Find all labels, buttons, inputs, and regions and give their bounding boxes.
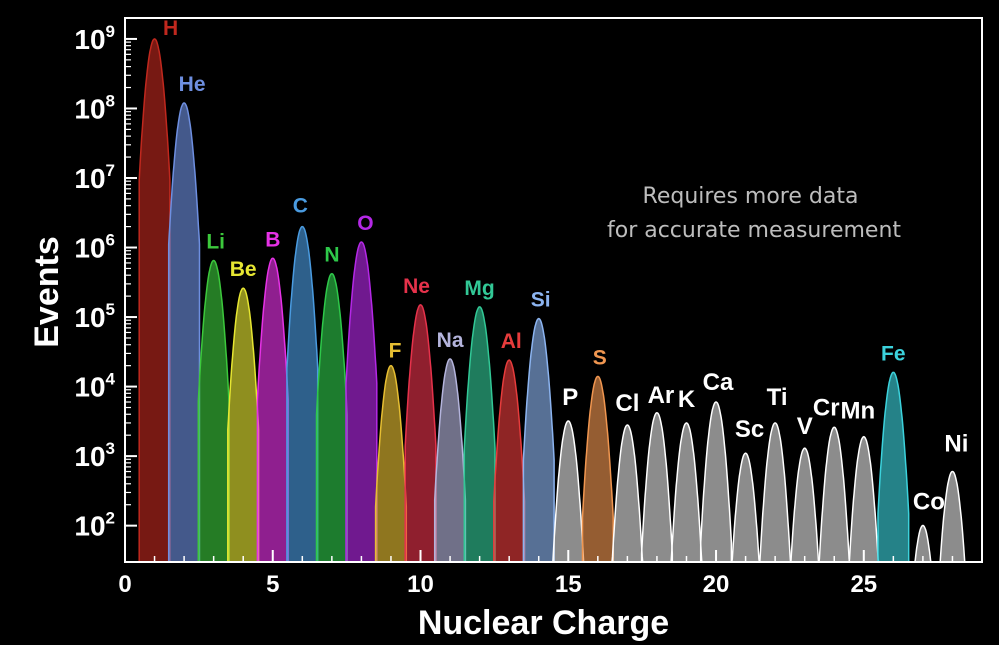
peak-c [286, 225, 319, 563]
x-axis-title: Nuclear Charge [418, 604, 669, 642]
peak-label-mg: Mg [464, 277, 494, 300]
peak-ti [758, 422, 792, 563]
x-axis: 0 5 10 15 20 25 [118, 550, 954, 598]
peak-p [552, 420, 585, 563]
peak-ar [640, 412, 674, 563]
peak-b [256, 257, 289, 563]
peak-si [522, 317, 555, 563]
peak-be [227, 287, 260, 563]
x-tick-label: 25 [850, 571, 877, 598]
y-tick-label: 109 [74, 22, 115, 55]
y-tick-label: 103 [74, 439, 115, 472]
peak-label-v: V [797, 413, 813, 440]
peak-o [345, 241, 378, 563]
peak-h [138, 38, 171, 563]
peak-label-ni: Ni [944, 431, 968, 458]
peak-label-c: C [293, 195, 308, 218]
peak-label-cr: Cr [813, 394, 840, 421]
peak-li [197, 259, 230, 563]
annotation-line-1: Requires more data [643, 184, 859, 209]
peak-label-al: Al [501, 330, 522, 353]
peak-label-n: N [324, 244, 339, 267]
peak-label-be: Be [230, 258, 257, 281]
peak-label-he: He [179, 73, 206, 96]
peak-label-co: Co [913, 489, 945, 516]
peak-k [670, 422, 703, 563]
y-tick-label: 102 [74, 509, 115, 542]
peak-ni [937, 470, 968, 563]
peak-na [433, 358, 467, 563]
peak-label-sc: Sc [735, 416, 764, 443]
peak-label-na: Na [437, 329, 464, 352]
peak-label-f: F [389, 340, 402, 363]
peak-n [315, 272, 348, 563]
peak-label-s: S [593, 346, 607, 369]
peak-label-h: H [163, 17, 178, 40]
peak-cr [818, 426, 851, 563]
peak-label-mn: Mn [840, 398, 875, 425]
y-tick-label: 108 [74, 91, 115, 124]
peak-mg [463, 306, 496, 563]
peak-label-b: B [265, 228, 280, 251]
y-tick-label: 105 [74, 300, 115, 333]
peak-cl [611, 424, 644, 563]
peak-v [789, 447, 821, 563]
peak-sc [730, 452, 761, 563]
annotation-line-2: for accurate measurement [607, 218, 901, 243]
peak-label-o: O [357, 212, 373, 235]
peak-label-li: Li [206, 231, 225, 254]
peak-fe [877, 371, 910, 563]
x-tick-label: 10 [407, 571, 434, 598]
peak-ne [404, 303, 437, 563]
x-tick-label: 20 [703, 571, 730, 598]
peak-label-fe: Fe [881, 342, 906, 365]
peak-he [167, 102, 201, 563]
peak-label-cl: Cl [615, 390, 639, 417]
y-tick-label: 104 [74, 370, 115, 403]
peak-ca [699, 401, 733, 563]
peak-label-ti: Ti [767, 384, 788, 411]
peak-al [493, 359, 526, 563]
peak-f [374, 364, 408, 563]
peak-mn [848, 435, 880, 563]
y-tick-label: 107 [74, 161, 115, 194]
peak-label-ca: Ca [703, 369, 734, 396]
peaks-layer [138, 38, 968, 563]
y-axis-title: Events [28, 236, 66, 348]
plot-frame [124, 17, 983, 563]
peak-label-k: K [678, 386, 696, 413]
x-tick-label: 0 [118, 571, 131, 598]
y-tick-label: 106 [74, 231, 115, 264]
x-tick-label: 15 [555, 571, 582, 598]
peak-label-ne: Ne [403, 275, 430, 298]
peak-label-ar: Ar [648, 382, 675, 409]
x-tick-label: 5 [266, 571, 279, 598]
peak-s [581, 375, 614, 563]
peak-label-p: P [562, 384, 578, 411]
annotation-note: Requires more data for accurate measurem… [607, 184, 901, 243]
peak-label-si: Si [531, 289, 551, 312]
y-axis: 102 103 104 105 106 107 108 109 [74, 17, 137, 542]
